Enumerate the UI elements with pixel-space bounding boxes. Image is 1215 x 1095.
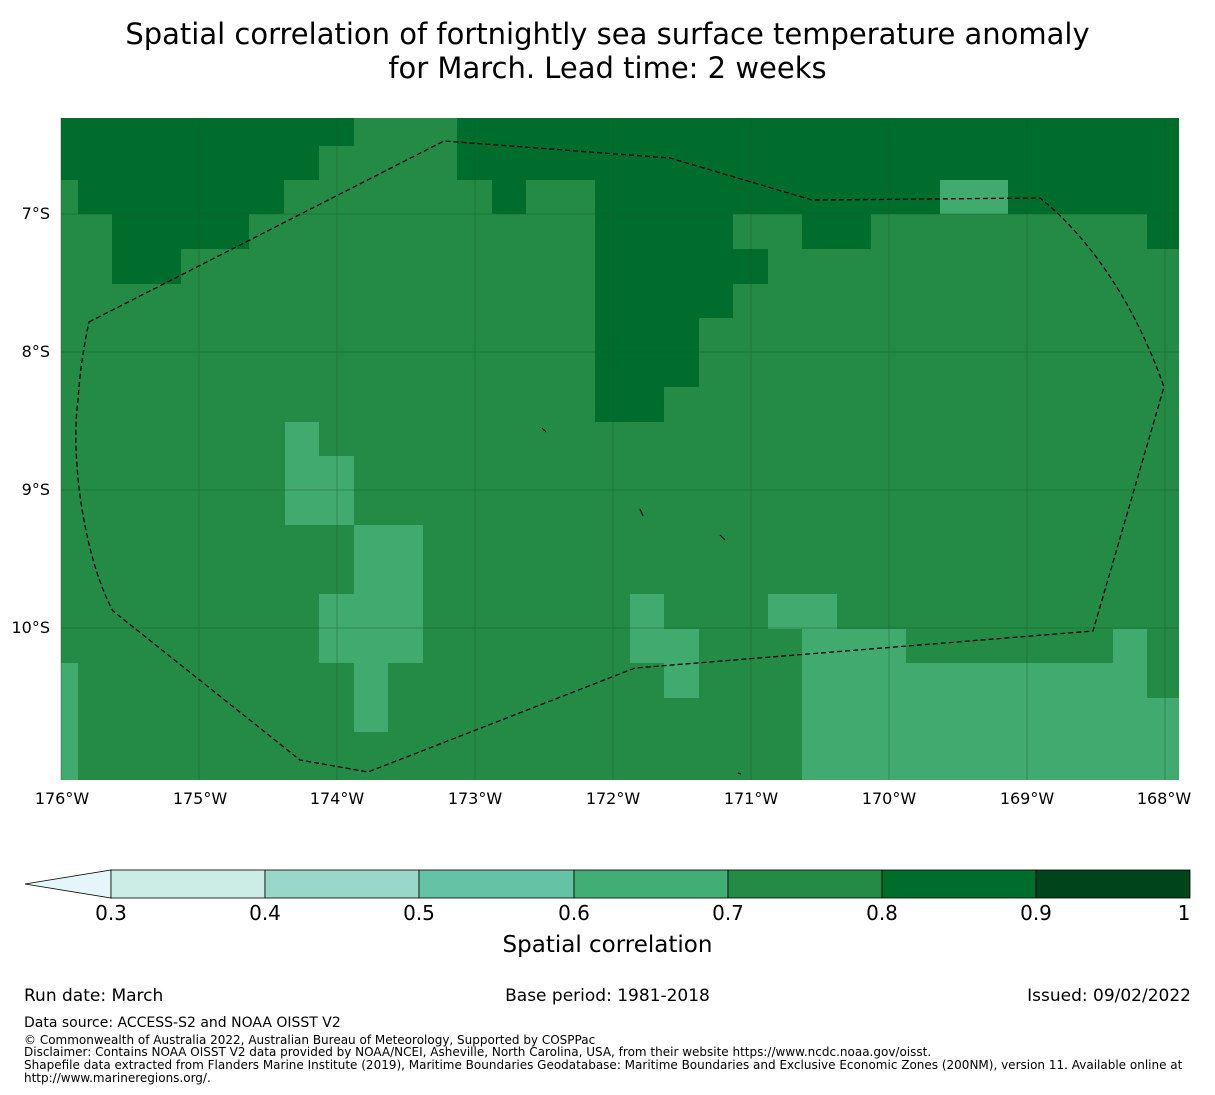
light-cell bbox=[768, 594, 837, 629]
light-cell bbox=[526, 180, 595, 214]
lon-label-171w: 171°W bbox=[723, 789, 779, 808]
light-region-southeast bbox=[802, 629, 1179, 780]
lon-label-169w: 169°W bbox=[999, 789, 1055, 808]
colorbar-bin-03-04 bbox=[110, 869, 266, 899]
colorbar-tick-08: 0.8 bbox=[866, 901, 898, 925]
colorbar-bin-05-06 bbox=[418, 869, 575, 899]
eez-boundary bbox=[75, 140, 1165, 773]
colorbar-tick-1: 1 bbox=[1177, 901, 1191, 925]
colorbar-tick-07: 0.7 bbox=[712, 901, 744, 925]
colorbar bbox=[24, 869, 1191, 899]
shapefile-note: Shapefile data extracted from Flanders M… bbox=[24, 1058, 1183, 1085]
lon-label-173w: 173°W bbox=[447, 789, 503, 808]
chart-title-line-2: for March. Lead time: 2 weeks bbox=[388, 51, 827, 85]
lon-label-172w: 172°W bbox=[585, 789, 641, 808]
light-region-west bbox=[285, 422, 423, 732]
colorbar-tick-03: 0.3 bbox=[95, 901, 127, 925]
light-cell bbox=[940, 180, 1008, 214]
colorbar-bin-04-05 bbox=[264, 869, 420, 899]
colorbar-tick-06: 0.6 bbox=[558, 901, 590, 925]
base-period: Base period: 1981-2018 bbox=[505, 986, 710, 1006]
colorbar-extend-arrow bbox=[24, 869, 112, 899]
colorbar-tick-04: 0.4 bbox=[249, 901, 281, 925]
light-cells-06-07 bbox=[61, 180, 1179, 780]
lat-label-9s: 9°S bbox=[21, 480, 50, 499]
colorbar-bin-09-10 bbox=[1035, 869, 1191, 899]
island bbox=[737, 772, 742, 775]
lon-label-170w: 170°W bbox=[861, 789, 917, 808]
run-date: Run date: March bbox=[24, 986, 164, 1006]
island bbox=[719, 534, 726, 541]
correlation-map bbox=[60, 118, 1179, 780]
island bbox=[639, 508, 644, 517]
lon-label-176w: 176°W bbox=[34, 789, 90, 808]
data-source: Data source: ACCESS-S2 and NOAA OISST V2 bbox=[24, 1015, 341, 1031]
issued-date: Issued: 09/02/2022 bbox=[1027, 986, 1191, 1006]
island bbox=[541, 427, 547, 433]
graticule bbox=[60, 118, 1179, 780]
lon-label-174w: 174°W bbox=[309, 789, 365, 808]
colorbar-bin-08-09 bbox=[881, 869, 1037, 899]
lat-label-8s: 8°S bbox=[21, 342, 50, 361]
colorbar-bin-06-07 bbox=[573, 869, 729, 899]
lon-label-175w: 175°W bbox=[172, 789, 228, 808]
colorbar-tick-09: 0.9 bbox=[1020, 901, 1052, 925]
lat-label-10s: 10°S bbox=[11, 618, 50, 637]
colorbar-bin-07-08 bbox=[727, 869, 883, 899]
dark-region-top-left bbox=[61, 118, 354, 284]
light-region-central bbox=[630, 594, 699, 698]
colorbar-label: Spatial correlation bbox=[502, 932, 713, 958]
light-cell bbox=[61, 663, 78, 780]
copyright-note: © Commonwealth of Australia 2022, Austra… bbox=[24, 1033, 596, 1047]
colorbar-tick-05: 0.5 bbox=[403, 901, 435, 925]
disclaimer-note: Disclaimer: Contains NOAA OISST V2 data … bbox=[24, 1045, 932, 1059]
lon-label-168w: 168°W bbox=[1136, 789, 1192, 808]
lat-label-7s: 7°S bbox=[21, 204, 50, 223]
chart-title-line-1: Spatial correlation of fortnightly sea s… bbox=[125, 17, 1090, 51]
islands bbox=[541, 427, 742, 775]
